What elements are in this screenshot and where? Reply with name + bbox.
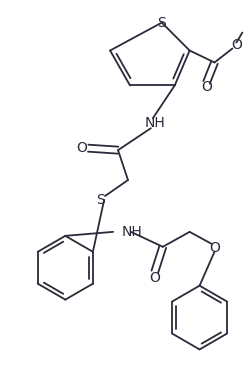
Text: O: O [209,241,220,255]
Text: O: O [231,38,242,51]
Text: NH: NH [122,225,143,239]
Text: O: O [76,141,87,155]
Text: S: S [157,15,166,30]
Text: O: O [201,80,212,94]
Text: S: S [96,193,105,207]
Text: NH: NH [144,116,165,130]
Text: O: O [149,271,160,285]
